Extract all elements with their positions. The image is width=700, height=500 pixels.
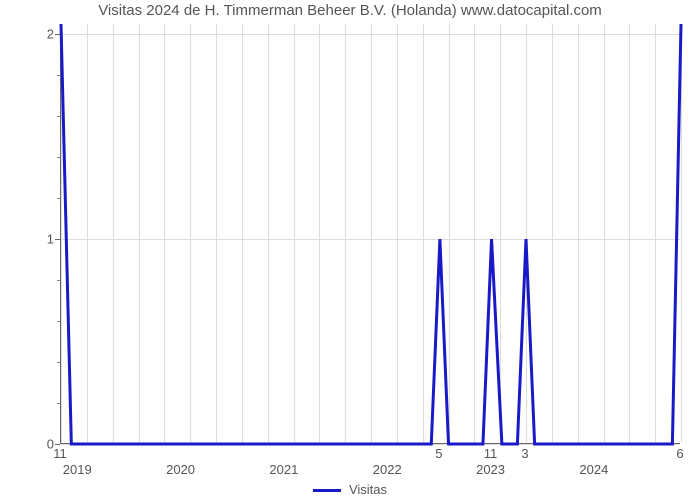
x-year-label: 2020 (166, 462, 195, 477)
y-tick-label: 1 (26, 232, 54, 247)
y-tick-label: 2 (26, 27, 54, 42)
x-year-label: 2024 (579, 462, 608, 477)
x-year-label: 2019 (63, 462, 92, 477)
x-value-label: 6 (676, 446, 683, 461)
chart-title: Visitas 2024 de H. Timmerman Beheer B.V.… (0, 2, 700, 19)
plot-area (60, 24, 680, 444)
x-value-label: 11 (484, 446, 498, 461)
legend: Visitas (0, 482, 700, 497)
x-value-label: 3 (521, 446, 528, 461)
x-year-label: 2022 (373, 462, 402, 477)
x-year-label: 2023 (476, 462, 505, 477)
x-value-label: 11 (53, 446, 67, 461)
y-tick-label: 0 (26, 437, 54, 452)
x-value-label: 5 (435, 446, 442, 461)
x-year-label: 2021 (269, 462, 298, 477)
legend-label: Visitas (349, 482, 387, 497)
chart-container: Visitas 2024 de H. Timmerman Beheer B.V.… (0, 0, 700, 500)
legend-swatch (313, 489, 341, 492)
data-line (61, 24, 681, 444)
